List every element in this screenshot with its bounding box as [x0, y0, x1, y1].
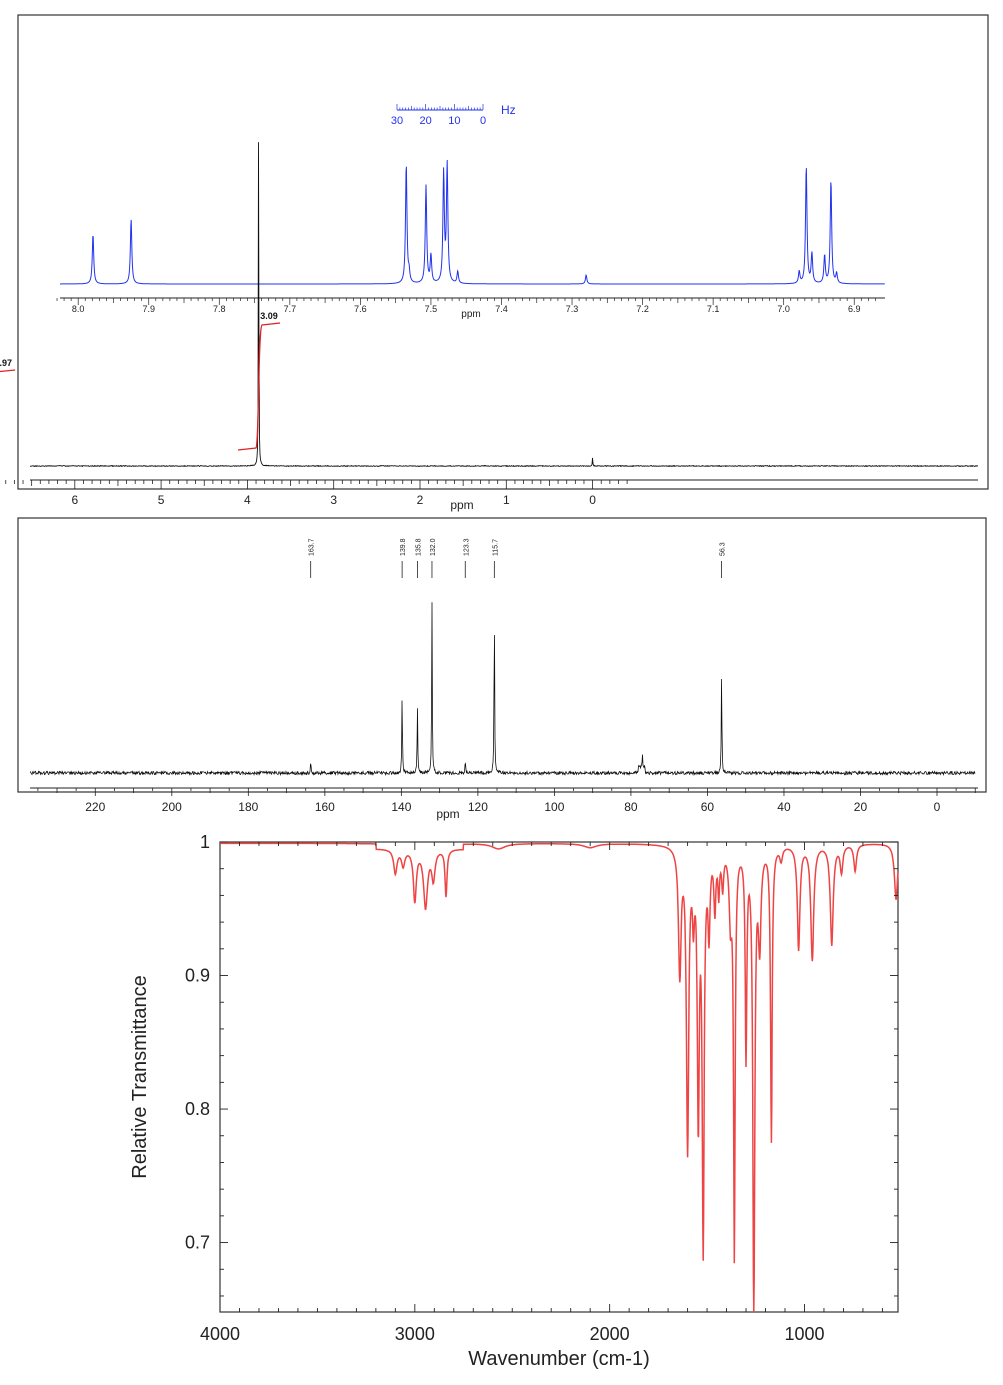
c-nmr-peak-labels: 163.7 139.8 135.8 132.0 123.3 115.7 56.3	[309, 538, 727, 578]
ir-y-axis: 1 0.9 0.8 0.7	[185, 832, 898, 1297]
h-nmr-inset-axis	[56, 297, 885, 305]
integral-curve	[0, 369, 16, 373]
hz-tick-label: 20	[420, 115, 432, 127]
inset-tick-label: 7.9	[142, 304, 155, 314]
hz-tick-label: 0	[480, 115, 486, 127]
c-peak-label: 135.8	[415, 538, 422, 556]
c-peak-label: 163.7	[309, 538, 316, 556]
integral-label: 1.97	[0, 358, 12, 368]
ir-x-axis-label: Wavenumber (cm-1)	[468, 1348, 650, 1370]
c-tick-label: 80	[624, 800, 638, 814]
ir-y-axis-label: Relative Transmittance	[129, 975, 151, 1178]
h-tick-label: 2	[417, 493, 424, 507]
inset-tick-label: 7.5	[425, 304, 438, 314]
ir-x-tick-label: 4000	[200, 1324, 240, 1344]
c-nmr-tick-labels: 220 200 180 160 140 120 100 80 60 40 20 0	[85, 800, 940, 814]
ir-y-tick-label: 0.9	[185, 966, 210, 986]
h-nmr-axis-label: ppm	[450, 498, 473, 512]
ir-panel: 4000 3000 2000 1000 1 0.9 0.8 0.7 Wavenumber (…	[129, 832, 899, 1370]
h-nmr-panel: 8.0 7.9 7.8 7.7 7.6 7.5 7.4 7.3 7.2 7.1 7.0 6.9 ppm…	[0, 14, 989, 512]
h-nmr-inset-tick-labels: 8.0 7.9 7.8 7.7 7.6 7.5 7.4 7.3 7.2 7.1 7.0 6.9	[72, 304, 861, 314]
c-nmr-panel: 163.7 139.8 135.8 132.0 123.3 115.7 56.3 220 20…	[17, 517, 987, 821]
inset-tick-label: 7.3	[566, 304, 579, 314]
inset-tick-label: 7.0	[777, 304, 790, 314]
inset-tick-label: 7.8	[213, 304, 226, 314]
c-nmr-axis-label: ppm	[436, 807, 459, 821]
h-nmr-inset-trace	[60, 159, 885, 285]
h-nmr-trace	[29, 142, 979, 468]
ir-y-tick-label: 1	[200, 832, 210, 852]
h-tick-label: 6	[71, 493, 78, 507]
ir-x-tick-label: 1000	[784, 1324, 824, 1344]
c-tick-label: 20	[854, 800, 868, 814]
h-nmr-integrals: 1.003.061.973.09	[0, 311, 281, 451]
h-tick-label: 3	[330, 493, 337, 507]
c-tick-label: 60	[701, 800, 715, 814]
c-tick-label: 160	[315, 800, 335, 814]
inset-tick-label: 6.9	[848, 304, 861, 314]
ir-x-tick-label: 2000	[590, 1324, 630, 1344]
h-tick-label: 0	[589, 493, 596, 507]
inset-tick-label: 7.1	[707, 304, 720, 314]
c-nmr-trace	[29, 602, 976, 777]
c-nmr-frame	[17, 517, 987, 793]
h-nmr-tick-labels: 109876543210	[71, 493, 596, 507]
inset-tick-label: 7.7	[284, 304, 297, 314]
hz-tick-label: 30	[391, 115, 403, 127]
c-tick-label: 40	[777, 800, 791, 814]
hz-scale-label: Hz	[501, 103, 516, 117]
integral-curve	[237, 322, 281, 451]
c-tick-label: 0	[934, 800, 941, 814]
ir-trace	[220, 842, 899, 1313]
h-nmr-axis	[5, 479, 978, 489]
ir-y-tick-label: 0.7	[185, 1233, 210, 1253]
c-tick-label: 200	[162, 800, 182, 814]
h-tick-label: 4	[244, 493, 251, 507]
c-tick-label: 100	[544, 800, 564, 814]
c-peak-label: 115.7	[492, 539, 499, 556]
inset-tick-label: 7.2	[636, 304, 649, 314]
ir-plot-frame	[219, 841, 899, 1313]
c-peak-label: 56.3	[720, 542, 727, 556]
c-peak-label: 132.0	[430, 538, 437, 556]
c-tick-label: 140	[391, 800, 411, 814]
h-tick-label: 5	[158, 493, 165, 507]
h-nmr-frame	[17, 14, 989, 490]
c-tick-label: 120	[468, 800, 488, 814]
c-nmr-axis	[30, 787, 978, 796]
hz-scale-bar: 30 20 10 0	[391, 104, 486, 127]
ir-y-tick-label: 0.8	[185, 1099, 210, 1119]
c-tick-label: 180	[238, 800, 258, 814]
inset-tick-label: 7.4	[495, 304, 508, 314]
c-peak-label: 123.3	[463, 538, 470, 556]
inset-tick-label: 7.6	[354, 304, 367, 314]
ir-x-axis: 4000 3000 2000 1000	[200, 842, 883, 1344]
inset-tick-label: 8.0	[72, 304, 85, 314]
ir-x-tick-label: 3000	[395, 1324, 435, 1344]
integral-label: 3.09	[260, 311, 278, 321]
hz-tick-label: 10	[448, 115, 460, 127]
c-peak-label: 139.8	[400, 538, 407, 556]
c-tick-label: 220	[85, 800, 105, 814]
h-tick-label: 1	[503, 493, 510, 507]
h-nmr-inset-axis-label: ppm	[461, 309, 480, 320]
